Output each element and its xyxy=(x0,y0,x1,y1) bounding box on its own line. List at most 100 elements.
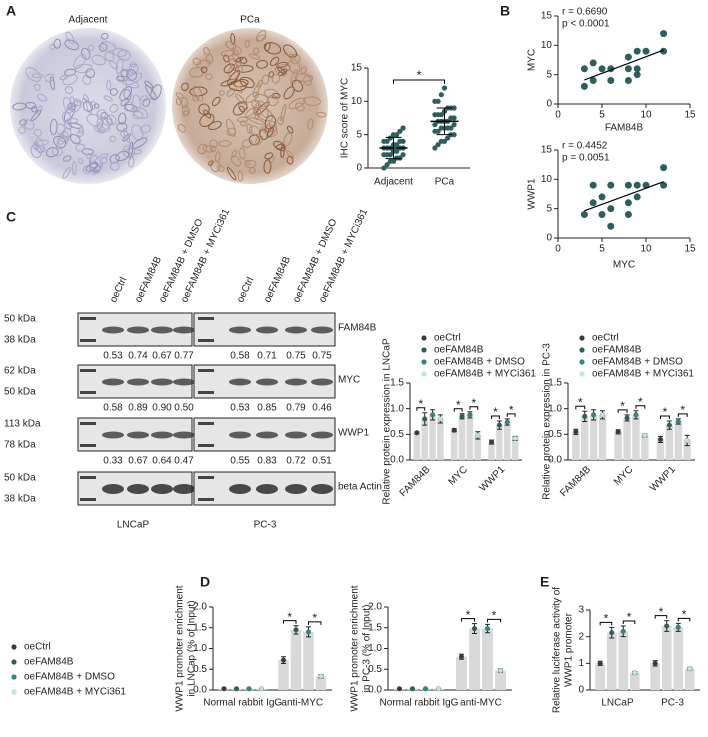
significance-bracket xyxy=(453,408,463,412)
tissue-gland xyxy=(103,95,113,102)
tissue-gland xyxy=(228,80,248,92)
tissue-gland xyxy=(61,111,72,125)
point xyxy=(624,53,632,61)
tissue-gland xyxy=(81,47,91,60)
tissue-gland xyxy=(116,75,125,82)
dot xyxy=(387,135,393,141)
x-tick-label: Normal rabbit IgG xyxy=(380,698,459,709)
x-tick-label: 10 xyxy=(640,110,652,121)
tissue-gland xyxy=(291,79,304,92)
tissue-gland xyxy=(219,90,225,96)
r-label: r = 0.4452 xyxy=(562,141,608,152)
marker-label: 38 kDa xyxy=(4,335,36,346)
protein-band xyxy=(151,326,173,334)
panel-label: D xyxy=(200,574,210,590)
tissue-gland xyxy=(246,123,253,134)
significance-label: * xyxy=(466,608,471,622)
point xyxy=(652,660,658,666)
tissue-gland xyxy=(56,131,69,149)
dot xyxy=(432,145,438,151)
tissue-gland xyxy=(283,44,298,58)
ladder-band xyxy=(198,391,214,394)
tissue-gland xyxy=(294,102,305,112)
y-axis-label: Relative luciferase activity of xyxy=(552,587,563,713)
tissue-gland xyxy=(108,60,119,70)
lane-label: oeCtrl xyxy=(235,276,256,305)
dot xyxy=(390,158,397,164)
panel-label: C xyxy=(6,209,16,225)
protein-band xyxy=(285,484,307,494)
point xyxy=(221,686,227,692)
tissue-gland xyxy=(227,69,241,86)
ladder-band xyxy=(80,317,96,320)
tissue-gland xyxy=(177,123,187,133)
x-tick-label: FAM84B xyxy=(398,464,433,499)
protein-band xyxy=(229,484,251,494)
tissue-gland xyxy=(192,94,200,102)
point xyxy=(496,422,502,428)
band-value: 0.33 xyxy=(103,456,123,467)
tissue-gland xyxy=(109,88,118,96)
point xyxy=(589,181,597,189)
tissue-gland xyxy=(237,170,244,182)
y-tick-label: 1.5 xyxy=(193,622,207,633)
legend-label: oeFAM84B + DMSO xyxy=(434,357,525,368)
tissue-gland xyxy=(307,118,314,131)
ladder-band xyxy=(80,476,96,479)
bar xyxy=(623,417,631,460)
tissue-gland xyxy=(228,58,243,74)
bar xyxy=(598,414,607,460)
bar xyxy=(665,425,674,460)
tissue-gland xyxy=(181,105,190,116)
tissue-gland xyxy=(131,137,148,149)
marker-label: 50 kDa xyxy=(4,314,36,325)
dot xyxy=(384,162,390,168)
legend-label: oeFAM84B + DMSO xyxy=(592,357,683,368)
y-axis-label: WWP1 xyxy=(527,178,538,210)
y-tick-label: 0.0 xyxy=(193,685,207,696)
tissue-gland xyxy=(112,48,128,57)
band-value: 0.58 xyxy=(103,403,123,414)
legend-marker xyxy=(579,359,585,365)
bar xyxy=(580,416,589,460)
tissue-gland xyxy=(198,103,210,116)
dot xyxy=(448,125,454,131)
tissue-gland xyxy=(64,39,79,51)
protein-band xyxy=(102,326,124,334)
tissue-gland xyxy=(30,109,42,122)
x-tick-label: 15 xyxy=(684,244,696,255)
significance-bracket xyxy=(491,415,500,419)
x-tick-label: 5 xyxy=(599,244,605,255)
p-label: p = 0.0051 xyxy=(562,153,610,164)
point xyxy=(467,412,473,418)
tissue-gland xyxy=(25,67,42,83)
tissue-gland xyxy=(286,155,294,165)
point xyxy=(580,82,588,90)
dot xyxy=(394,132,400,138)
protein-band xyxy=(151,484,173,494)
point xyxy=(451,427,457,433)
tissue-gland xyxy=(65,31,75,44)
bar xyxy=(618,631,629,690)
significance-bracket xyxy=(617,409,628,413)
tissue-gland xyxy=(244,40,250,48)
y-tick-label: 0.5 xyxy=(390,429,404,440)
ladder-band xyxy=(198,422,214,425)
legend-label: oeFAM84B xyxy=(24,657,74,668)
band-value: 0.90 xyxy=(152,403,172,414)
protein-band xyxy=(151,431,173,439)
y-tick-label: 5 xyxy=(356,129,362,140)
tissue-gland xyxy=(271,73,281,84)
point xyxy=(589,59,597,67)
tissue-gland xyxy=(218,140,232,147)
significance-label: * xyxy=(659,605,664,619)
tissue-gland xyxy=(62,74,78,86)
tissue-gland xyxy=(196,59,211,69)
bar xyxy=(661,626,672,690)
ladder-band xyxy=(80,498,96,501)
protein-band xyxy=(285,326,307,334)
tissue-gland xyxy=(55,123,66,135)
point xyxy=(318,673,324,679)
y-tick-label: 1.0 xyxy=(368,643,382,654)
bar xyxy=(429,414,436,460)
